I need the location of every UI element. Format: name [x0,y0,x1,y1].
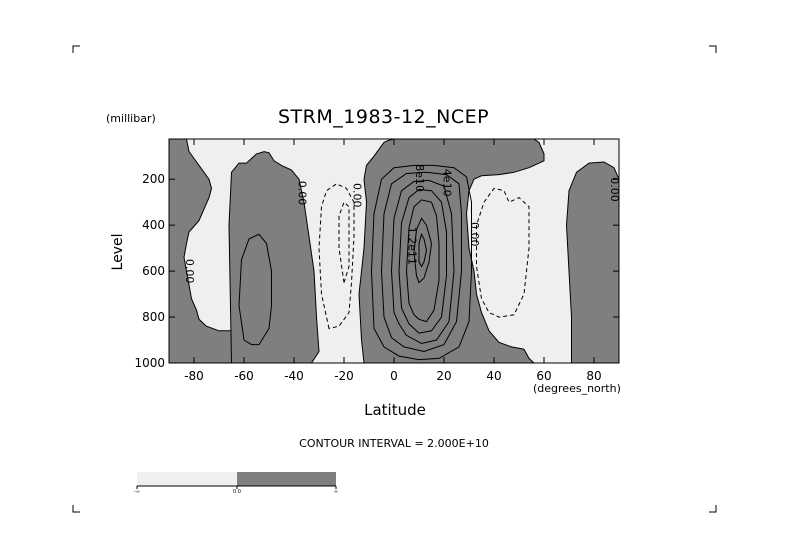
positive-region-2 [228,151,320,363]
contour-label-4: 8e10 [413,164,426,192]
colorbar-label-2: 0.0 [233,489,241,495]
crop-mark-bottom-right [709,505,717,513]
x-tick-label-7: 40 [486,369,501,383]
colorbar-label-1: -∞ [134,489,140,495]
colorbar-label-3: ∞ [334,489,338,495]
y-tick-label-3: 600 [142,264,165,278]
contour-line-4 [476,187,530,318]
contour-line-8 [398,188,447,334]
x-tick-label-3: -40 [284,369,304,383]
contour-line-3 [338,201,350,283]
crop-marks [72,45,717,513]
x-tick-label-2: -60 [234,369,254,383]
y-tick-label-1: 200 [142,172,165,186]
contour-line-6 [380,171,462,353]
x-tick-label-8: 60 [536,369,551,383]
contour-interval-text: CONTOUR INTERVAL = 2.000E+10 [299,437,489,450]
x-tick-label-6: 20 [436,369,451,383]
y-tick-label-4: 800 [142,310,165,324]
x-tick-label-9: 80 [586,369,601,383]
colorbar-negative-swatch [137,472,237,486]
contour-line-2 [318,183,355,330]
colorbar-positive-swatch [237,472,336,486]
crop-mark-top-left [72,45,80,53]
contour-label-6: 1.2e11 [405,227,418,265]
contour-line-11 [418,232,428,268]
y-unit-label: (millibar) [106,112,156,125]
x-tick-label-5: 0 [390,369,398,383]
y-axis-label: Level [110,233,126,271]
positive-region-4 [565,161,619,363]
crop-mark-top-right [709,45,717,53]
contour-label-2: 0.00 [296,181,309,206]
y-tick-label-5: 1000 [134,356,165,370]
positive-region-3 [358,139,545,363]
x-axis-label: Latitude [364,401,426,419]
contour-line-1 [238,233,272,346]
chart-title: STRM_1983-12_NCEP [278,106,490,128]
contour-label-5: 4e10 [441,169,454,197]
contour-line-9 [405,199,440,323]
contour-label-3: 0.00 [351,183,364,208]
x-tick-label-1: -80 [184,369,204,383]
plot-area: 0.00 0.00 0.00 8e10 4e10 1.2e11 0.00 0.00 [169,139,621,363]
y-tick-label-2: 400 [142,218,165,232]
contour-line-7 [390,179,455,345]
contour-line-5 [370,164,472,361]
x-tick-label-4: -20 [334,369,354,383]
colorbar: -∞ 0.0 ∞ [134,472,338,495]
contour-line-10 [413,217,433,284]
contour-label-8: 0.00 [608,177,621,202]
contour-label-7: 0.00 [468,222,481,247]
x-unit-label: (degrees_north) [533,382,621,395]
crop-mark-bottom-left [72,505,80,513]
contour-label-1: 0.00 [183,259,196,284]
